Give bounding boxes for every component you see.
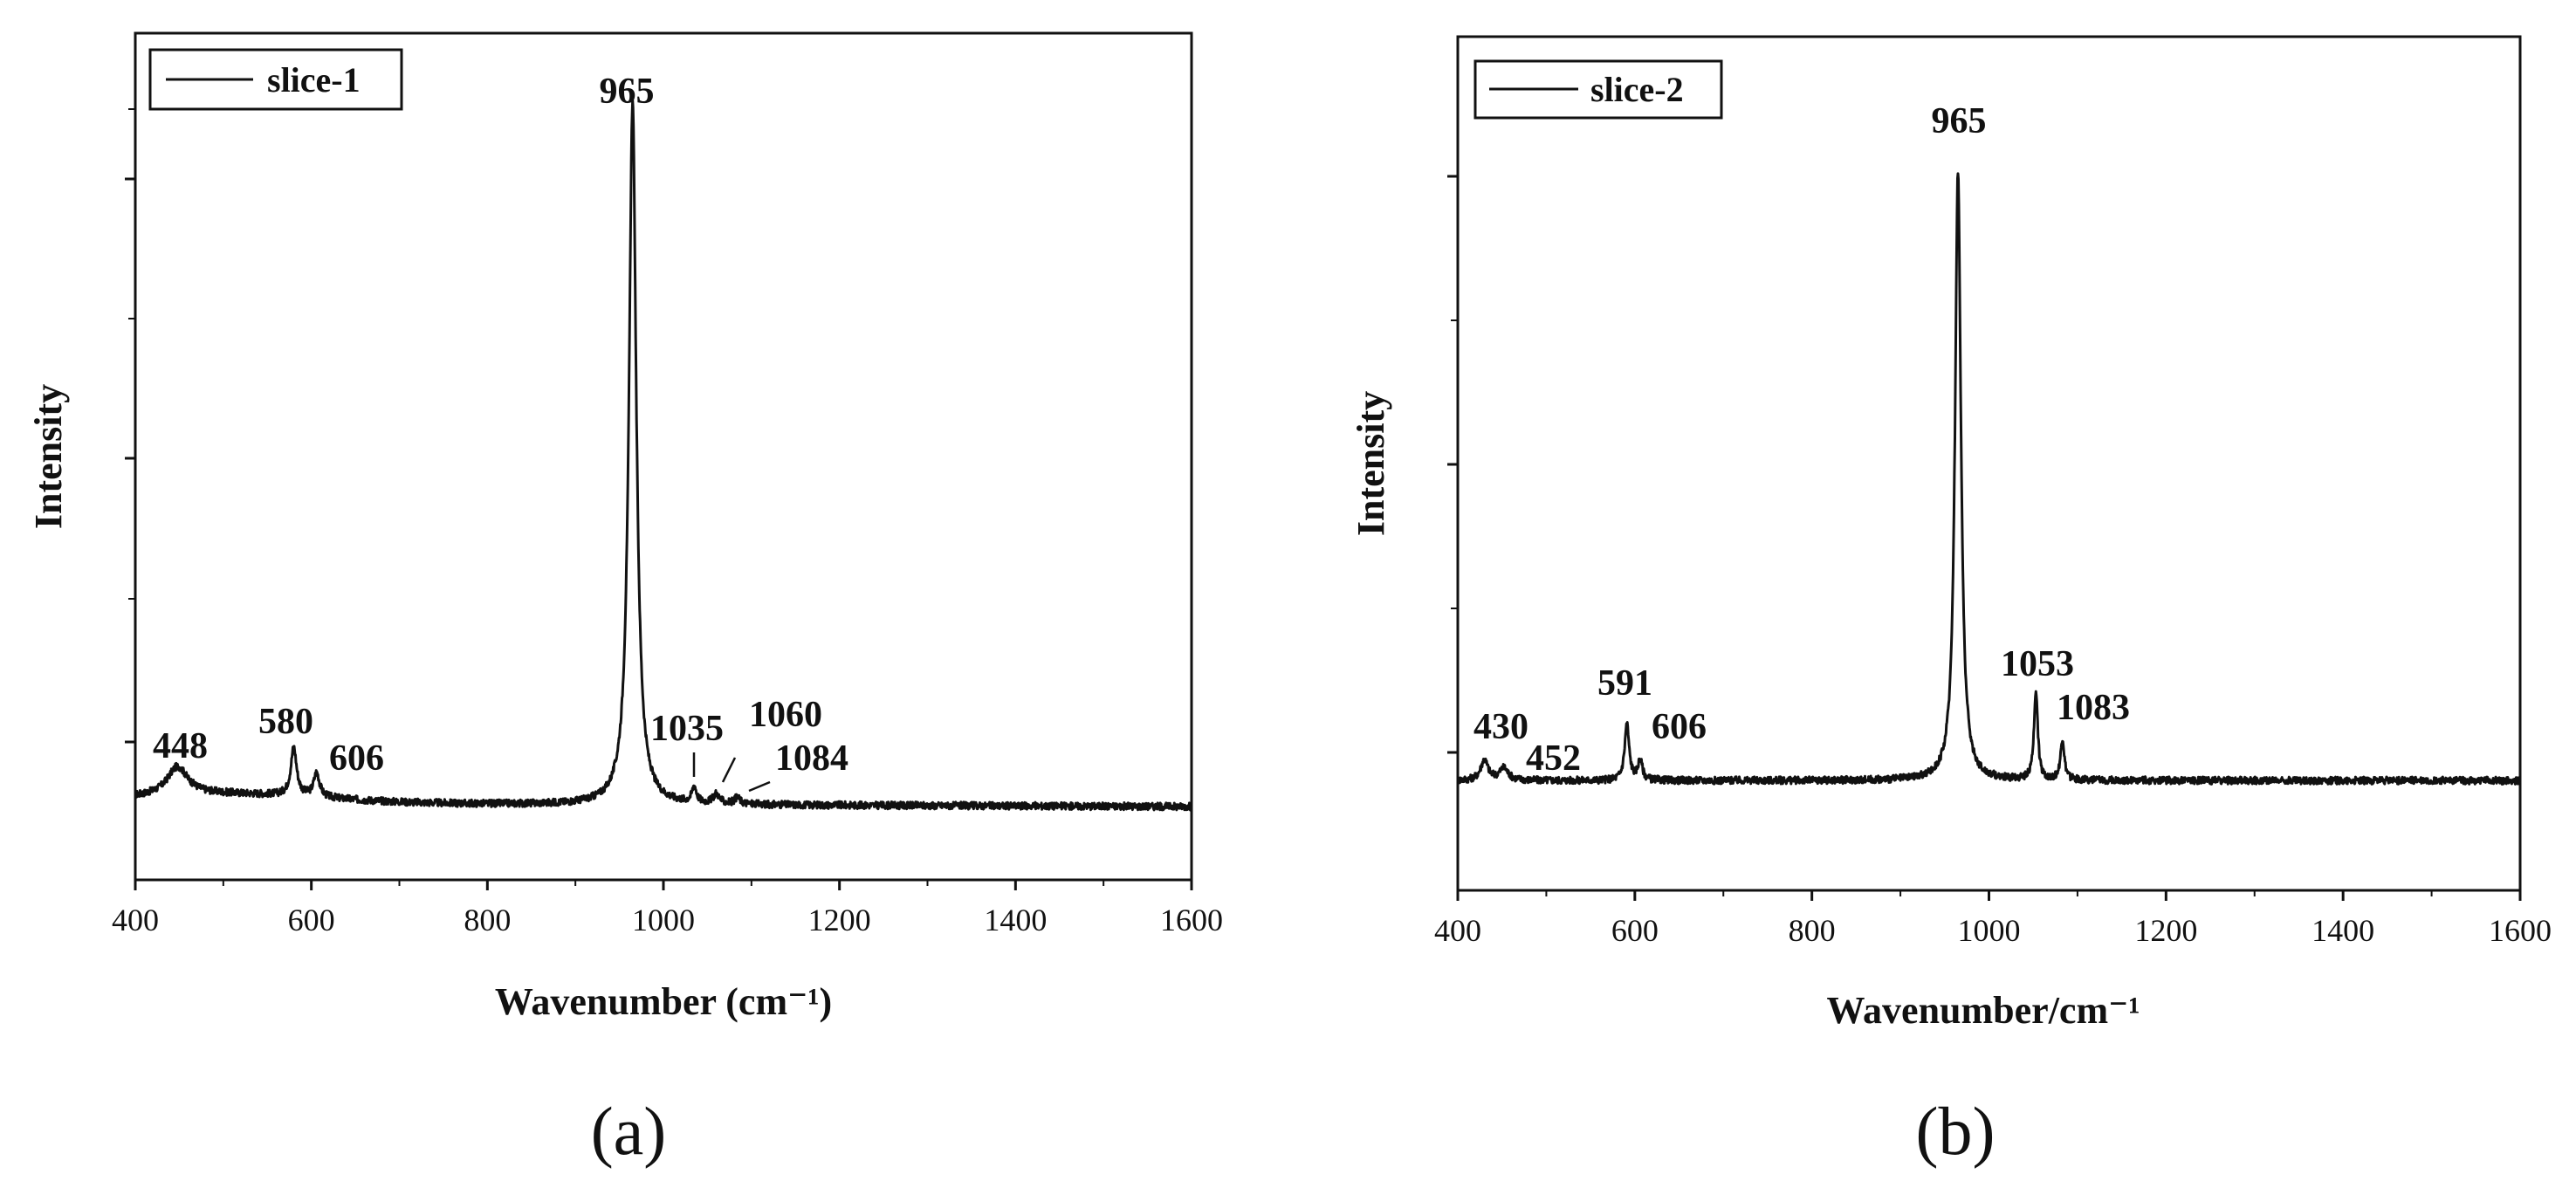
- peak-label-1053: 1053: [2001, 644, 2074, 684]
- peak-label-1083: 1083: [2057, 688, 2130, 728]
- peak-label-452: 452: [1526, 738, 1581, 779]
- y-axis-title-a: Intensity: [27, 384, 70, 529]
- x-tick-label: 1200: [2134, 913, 2197, 948]
- x-tick-label: 1400: [2312, 913, 2374, 948]
- x-tick-label: 1000: [1958, 913, 2021, 948]
- x-tick-label: 800: [464, 903, 511, 937]
- peak-label-448: 448: [153, 726, 208, 766]
- legend-label-b: slice-2: [1590, 70, 1684, 109]
- y-ticks-b: [1447, 175, 1458, 754]
- chart-panel-a: 400 600 800 1000 1200 1400 1600 slice-1 448 58…: [27, 31, 1223, 1169]
- peak-label-591: 591: [1597, 663, 1652, 704]
- x-tick-label: 600: [288, 903, 335, 937]
- peak-label-1084: 1084: [775, 738, 848, 779]
- x-tick-label: 600: [1611, 913, 1659, 948]
- chart-panel-b: 400 600 800 1000 1200 1400 1600 slice-2 430 45…: [1350, 35, 2552, 1169]
- peak-label-430: 430: [1473, 707, 1528, 747]
- x-tick-label: 1600: [2489, 913, 2552, 948]
- peak-label-1060: 1060: [749, 695, 822, 735]
- peak-marker-1060: [721, 757, 737, 783]
- x-tick-labels-b: 400 600 800 1000 1200 1400 1600: [1434, 913, 2552, 948]
- peak-label-580: 580: [258, 702, 313, 742]
- x-tick-labels-a: 400 600 800 1000 1200 1400 1600: [112, 903, 1223, 937]
- peak-marker-1084: [748, 780, 771, 793]
- peak-label-1035: 1035: [650, 709, 724, 749]
- x-tick-label: 1400: [984, 903, 1047, 937]
- plot-frame-b: [1456, 35, 2522, 892]
- panel-label-b: (b): [1916, 1093, 1996, 1169]
- x-tick-label: 800: [1789, 913, 1836, 948]
- x-tick-label: 1000: [632, 903, 695, 937]
- peak-label-965: 965: [600, 72, 655, 112]
- x-tick-label: 400: [1434, 913, 1481, 948]
- x-ticks-a: [134, 880, 1193, 890]
- x-axis-title-a: Wavenumber (cm⁻¹): [495, 980, 832, 1023]
- legend-label-a: slice-1: [267, 60, 361, 100]
- x-tick-label: 400: [112, 903, 159, 937]
- y-ticks-a: [125, 108, 135, 744]
- peak-labels-b: 430 452 591 606 965 1053 1083: [1473, 101, 2130, 779]
- x-tick-label: 1200: [808, 903, 871, 937]
- peak-labels-a: 448 580 606 965 1035 1060 1084: [153, 72, 848, 779]
- x-tick-label: 1600: [1160, 903, 1223, 937]
- peak-label-606: 606: [1652, 707, 1707, 747]
- x-axis-title-b: Wavenumber/cm⁻¹: [1826, 989, 2140, 1032]
- panel-label-a: (a): [591, 1093, 667, 1169]
- peak-label-965: 965: [1932, 101, 1987, 141]
- spectrum-line-slice-2: [1456, 172, 2522, 786]
- peak-label-606: 606: [329, 738, 384, 779]
- spectrum-line-slice-1: [134, 99, 1193, 812]
- y-axis-title-b: Intensity: [1350, 391, 1392, 536]
- peak-markers-a: [692, 752, 771, 793]
- x-ticks-b: [1456, 890, 2522, 901]
